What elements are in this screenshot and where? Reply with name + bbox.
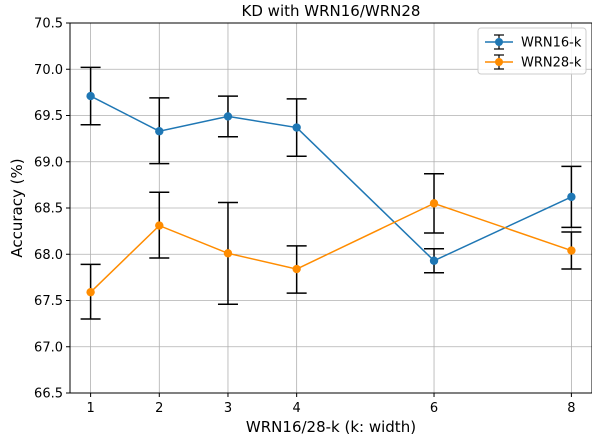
y-tick-label: 67.0 [34, 340, 63, 355]
legend-marker-wrn28 [495, 58, 503, 66]
y-tick-label: 69.0 [34, 155, 63, 170]
data-point [429, 256, 439, 265]
grid-layer [70, 22, 592, 394]
series-wrn16-k [80, 66, 582, 274]
data-point [429, 199, 439, 208]
y-tick-label: 68.5 [34, 202, 63, 217]
y-axis-label: Accuracy (%) [8, 158, 26, 257]
x-tick-label: 8 [567, 401, 575, 416]
data-point [86, 287, 95, 297]
y-tick-label: 69.5 [34, 109, 63, 124]
y-tick-label: 70.5 [34, 17, 63, 32]
data-point [567, 246, 576, 255]
x-tick-label: 4 [293, 401, 301, 416]
x-tick-label: 1 [86, 401, 94, 416]
legend-label-wrn16: WRN16-k [521, 36, 582, 51]
y-tick-label: 68.0 [34, 248, 63, 263]
y-tick-label: 67.5 [34, 294, 63, 309]
data-point [223, 112, 233, 121]
data-point [223, 249, 233, 258]
series-line [90, 202, 572, 293]
data-point [567, 192, 576, 202]
legend-label-wrn28: WRN28-k [521, 56, 582, 71]
series-line [90, 95, 572, 262]
chart-title: KD with WRN16/WRN28 [242, 2, 421, 20]
legend-marker-wrn16 [495, 38, 503, 46]
y-tick-label: 70.0 [34, 63, 63, 78]
data-point [155, 221, 164, 230]
x-tick-label: 6 [430, 401, 438, 416]
x-axis-label: WRN16/28-k (k: width) [246, 418, 416, 436]
data-point [86, 91, 95, 101]
x-tick-label: 2 [155, 401, 163, 416]
legend: WRN16-k WRN28-k [477, 27, 587, 75]
series-wrn28-k [80, 173, 582, 320]
y-tick-label: 66.5 [34, 387, 63, 402]
series-layer [80, 66, 582, 320]
ticks-layer: 1 2 3 4 6 8 66.5 67.0 67.5 68.0 68.5 69.0 69.5 70.0 70… [34, 17, 575, 417]
data-point [155, 127, 164, 136]
data-point [292, 123, 301, 132]
data-point [292, 264, 301, 274]
x-tick-label: 3 [224, 401, 232, 416]
